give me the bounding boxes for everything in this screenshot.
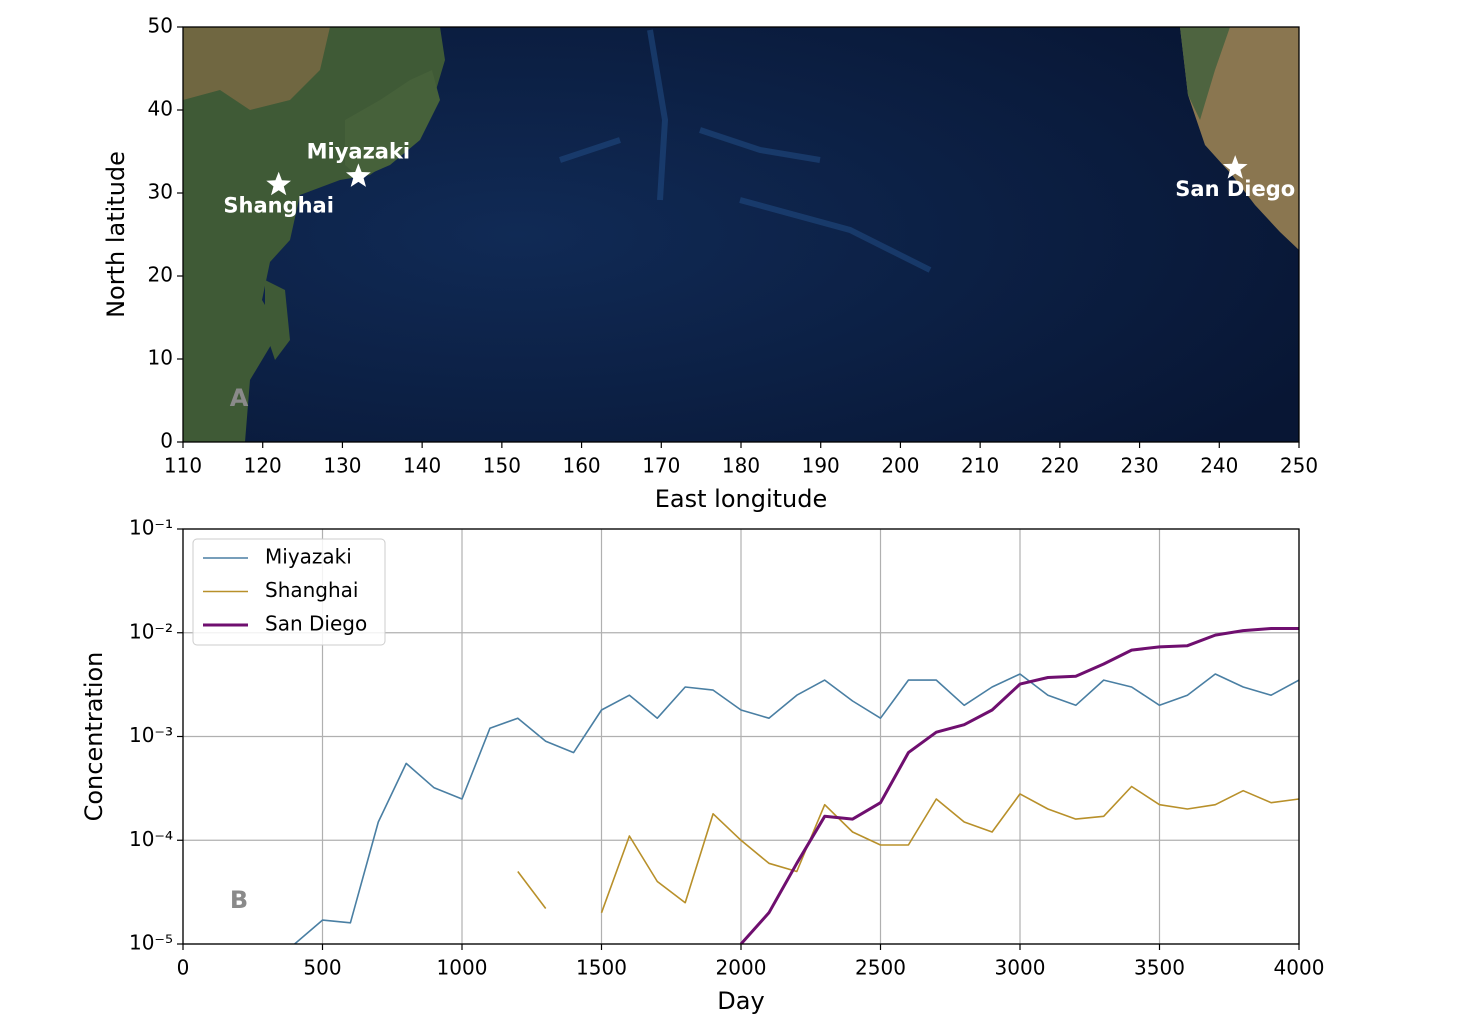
y-tick-label: 10 [148, 346, 173, 370]
y-tick-label: 40 [148, 97, 173, 121]
point-label: Miyazaki [307, 139, 411, 163]
x-tick-label: 1000 [437, 956, 488, 980]
y-tick-label: 10⁻⁵ [129, 931, 173, 955]
y-tick-label: 0 [160, 429, 173, 453]
legend-label: San Diego [265, 612, 367, 636]
x-tick-label: 500 [303, 956, 341, 980]
x-tick-label: 170 [642, 454, 680, 478]
land-asia-dry [183, 27, 330, 110]
x-tick-label: 180 [722, 454, 760, 478]
x-tick-label: 0 [177, 956, 190, 980]
plot-area: Miyazaki Shanghai San Diego [223, 139, 1295, 217]
x-axis-label: East longitude [655, 485, 828, 513]
y-tick-label: 30 [148, 180, 173, 204]
x-tick-label: 250 [1280, 454, 1318, 478]
x-tick-label: 2500 [855, 956, 906, 980]
x-tick-label: 4000 [1274, 956, 1325, 980]
land-japan [345, 70, 440, 178]
y-tick-label: 10⁻² [129, 619, 173, 643]
series-line [294, 673, 1299, 944]
panel-label: B [230, 886, 248, 914]
x-tick-label: 110 [164, 454, 202, 478]
series-line [739, 627, 1299, 944]
y-tick-label: 50 [148, 14, 173, 38]
land-america-forest [1180, 27, 1230, 120]
x-tick-label: 150 [483, 454, 521, 478]
map [183, 27, 1299, 442]
x-tick-label: 210 [961, 454, 999, 478]
x-tick-label: 190 [802, 454, 840, 478]
panel-label: A [230, 384, 249, 412]
x-tick-label: 1500 [576, 956, 627, 980]
x-axis-label: Day [717, 987, 764, 1015]
star-marker [266, 171, 291, 196]
x-tick-label: 2000 [716, 956, 767, 980]
star-marker [1222, 155, 1248, 179]
land-islands [265, 280, 290, 360]
y-tick-label: 10⁻⁴ [129, 827, 173, 851]
point-label: San Diego [1175, 177, 1295, 201]
y-axis-label: Concentration [80, 652, 108, 822]
star-marker [346, 163, 371, 187]
x-tick-label: 220 [1041, 454, 1079, 478]
x-tick-label: 140 [403, 454, 441, 478]
seafloor [559, 29, 932, 273]
x-tick-label: 3500 [1134, 956, 1185, 980]
x-tick-label: 3000 [995, 956, 1046, 980]
y-axis-label: North latitude [102, 151, 130, 318]
axes-frame [182, 528, 1300, 945]
plot-area [294, 627, 1299, 944]
y-tick-label: 10⁻¹ [129, 516, 173, 540]
x-tick-label: 160 [562, 454, 600, 478]
legend-box [192, 538, 386, 646]
x-tick-label: 200 [881, 454, 919, 478]
legend-label: Shanghai [265, 578, 359, 602]
y-tick-label: 20 [148, 263, 173, 287]
axes-frame [182, 26, 1300, 443]
x-tick-label: 230 [1120, 454, 1158, 478]
x-tick-label: 130 [323, 454, 361, 478]
point-label: Shanghai [223, 194, 334, 218]
y-tick-label: 10⁻³ [129, 723, 173, 747]
x-tick-label: 120 [244, 454, 282, 478]
legend-label: Miyazaki [265, 545, 352, 569]
x-tick-label: 240 [1200, 454, 1238, 478]
series-line [517, 785, 1299, 914]
